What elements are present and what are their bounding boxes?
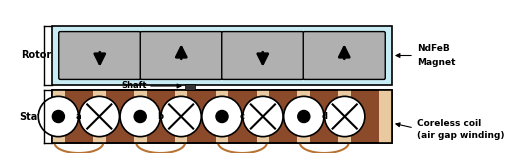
FancyBboxPatch shape — [222, 32, 304, 79]
Bar — [52, 26, 392, 85]
Circle shape — [284, 96, 324, 137]
FancyBboxPatch shape — [140, 32, 222, 79]
Text: Rotor: Rotor — [21, 50, 51, 60]
Text: Shaft: Shaft — [122, 82, 147, 91]
Text: Stator: Stator — [19, 112, 53, 121]
FancyBboxPatch shape — [59, 32, 141, 79]
Bar — [257, 90, 269, 143]
Text: a: a — [76, 112, 82, 121]
Text: d: d — [321, 112, 327, 121]
Bar — [52, 90, 65, 143]
Bar — [93, 90, 106, 143]
Text: Magnet: Magnet — [417, 58, 455, 67]
Circle shape — [243, 96, 283, 137]
Text: Coreless coil: Coreless coil — [417, 119, 481, 129]
Circle shape — [79, 96, 120, 137]
Bar — [52, 90, 392, 143]
Circle shape — [298, 110, 310, 123]
Text: (air gap winding): (air gap winding) — [417, 131, 504, 140]
Circle shape — [52, 110, 64, 123]
Bar — [134, 90, 147, 143]
Circle shape — [202, 96, 242, 137]
Text: c: c — [240, 112, 245, 121]
Bar — [297, 90, 310, 143]
Circle shape — [216, 110, 228, 123]
Circle shape — [324, 96, 365, 137]
Bar — [379, 90, 392, 143]
Circle shape — [38, 96, 79, 137]
Text: b: b — [158, 112, 164, 121]
Circle shape — [134, 110, 146, 123]
Bar — [338, 90, 351, 143]
Circle shape — [161, 96, 201, 137]
Bar — [185, 84, 195, 90]
Bar — [175, 90, 188, 143]
Bar — [216, 90, 228, 143]
Bar — [52, 90, 392, 143]
Text: NdFeB: NdFeB — [417, 44, 450, 53]
Circle shape — [120, 96, 160, 137]
FancyBboxPatch shape — [303, 32, 385, 79]
